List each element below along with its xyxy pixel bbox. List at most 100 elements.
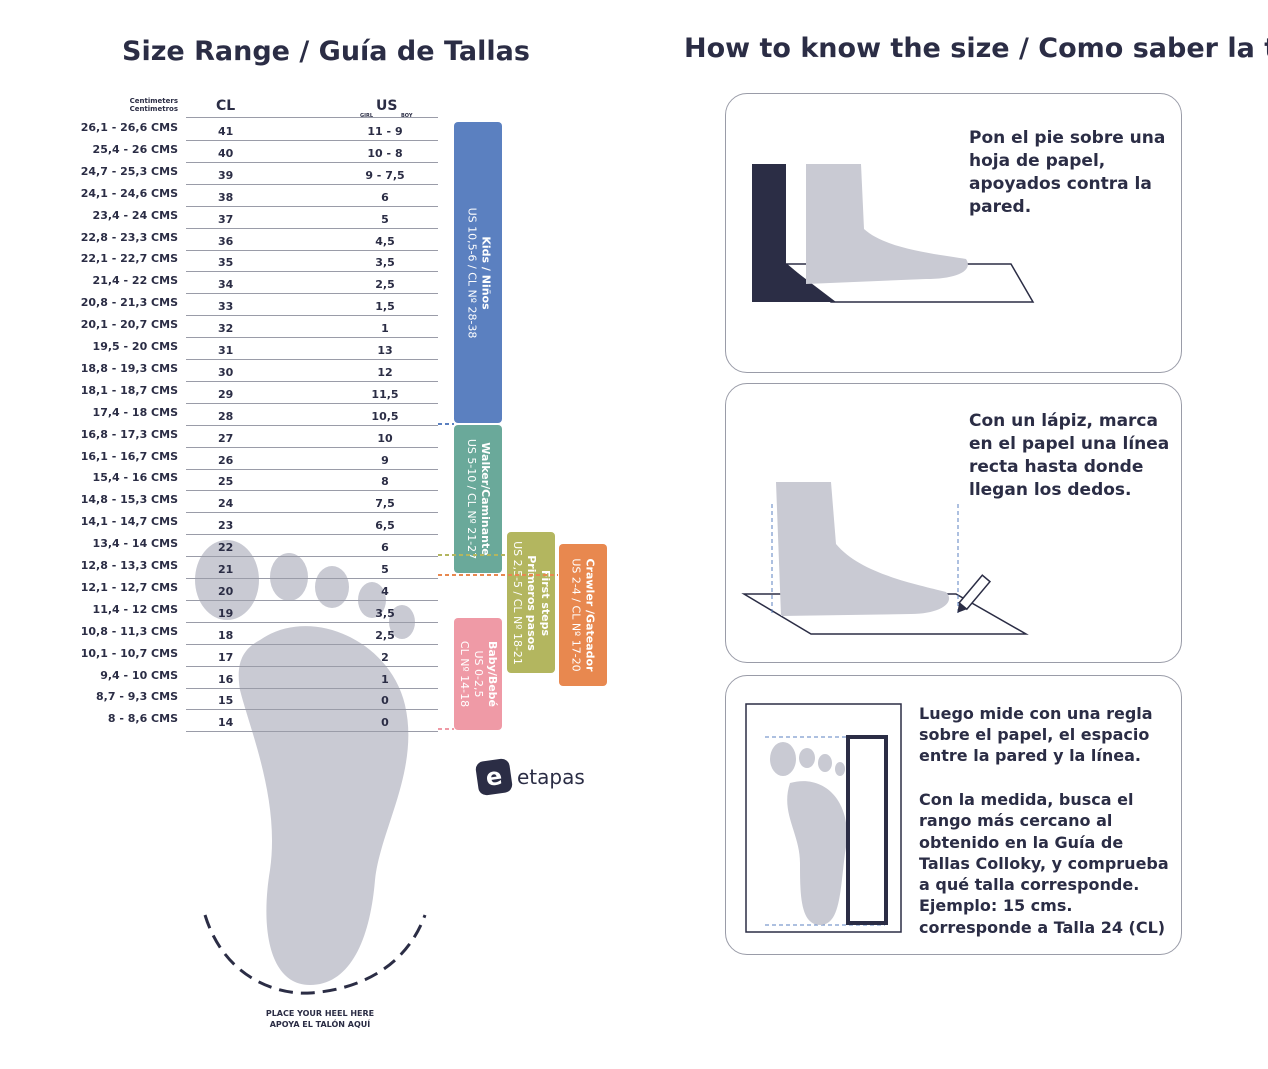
us-size: 7,5: [375, 497, 395, 511]
cm-range: 20,1 - 20,7 CMS: [80, 318, 178, 332]
heel-text-es: APOYA EL TALÓN AQUÍ: [269, 1020, 371, 1029]
row-divider: [186, 205, 438, 207]
row-divider: [186, 556, 438, 558]
cl-size: 33: [218, 300, 234, 314]
cl-size: 18: [218, 628, 234, 642]
us-size: 10: [377, 431, 393, 445]
us-size: 1: [381, 322, 389, 336]
table-row: 24,1 - 24,6 CMS 38 6: [0, 185, 440, 207]
cl-size: 36: [218, 234, 234, 248]
cl-size: 29: [218, 387, 234, 401]
us-size: 5: [381, 212, 389, 226]
stage-crawler: Crawler /Gateador US 2-4 / CL Nº 17-20: [559, 544, 607, 686]
stage-crawler-name: Crawler /Gateador: [584, 558, 597, 672]
table-row: 18,8 - 19,3 CMS 30 12: [0, 360, 440, 382]
row-divider: [186, 293, 438, 295]
us-size: 12: [377, 365, 393, 379]
cl-size: 31: [218, 344, 234, 357]
cm-range: 24,7 - 25,3 CMS: [80, 164, 178, 178]
table-row: 19,5 - 20 CMS 31 13: [0, 338, 440, 360]
row-divider: [186, 687, 438, 689]
table-row: 8,7 - 9,3 CMS 15 0: [0, 688, 440, 711]
stage-baby: Baby/Bebé US 0-2,5 CL Nº 14-18: [454, 618, 502, 730]
cl-size: 27: [218, 431, 234, 445]
cm-range: 13,4 - 14 CMS: [92, 537, 178, 551]
foot-against-wall-illustration: [752, 164, 1035, 303]
stage-connectors: [438, 423, 558, 730]
etapas-logo-text: etapas: [517, 765, 585, 789]
table-row: 18,1 - 18,7 CMS 29 11,5: [0, 382, 440, 404]
us-size: 4: [381, 584, 389, 598]
how-to-title: How to know the size / Como saber la tal…: [684, 33, 1268, 64]
row-divider: [186, 643, 438, 645]
cm-range: 19,5 - 20 CMS: [92, 340, 178, 353]
table-row: 24,7 - 25,3 CMS 39 9 - 7,5: [0, 163, 440, 185]
table-row: 16,8 - 17,3 CMS 27 10: [0, 426, 440, 448]
table-row: 16,1 - 16,7 CMS 26 9: [0, 448, 440, 470]
step-3-example-text: Con la medida, busca el rango más cercan…: [919, 790, 1169, 937]
cl-header: CL: [216, 98, 236, 114]
row-divider: [186, 534, 438, 536]
cl-size: 16: [218, 672, 234, 686]
row-divider: [186, 731, 438, 733]
table-row: 8 - 8,6 CMS 14 0: [0, 710, 440, 733]
row-divider: [186, 402, 438, 404]
ruler-measure-illustration: [745, 703, 902, 933]
etapas-logo: e etapas: [474, 757, 585, 797]
table-row: 9,4 - 10 CMS 16 1: [0, 667, 440, 689]
pencil-icon: [957, 574, 992, 613]
cl-size: 28: [218, 409, 234, 423]
cl-size: 39: [218, 168, 234, 182]
cm-range: 14,8 - 15,3 CMS: [80, 493, 178, 507]
us-size: 6: [381, 190, 389, 204]
cm-range: 14,1 - 14,7 CMS: [80, 515, 178, 529]
row-divider: [186, 512, 438, 514]
stage-kids-name: Kids / Niños: [479, 235, 492, 310]
step-card-2: Con un lápiz, marca en el papel una líne…: [725, 383, 1182, 663]
cm-range: 26,1 - 26,6 CMS: [80, 121, 178, 134]
table-row: 26,1 - 26,6 CMS 41 11 - 9: [0, 119, 440, 141]
row-divider: [186, 380, 438, 382]
row-divider: [186, 315, 438, 317]
cl-size: 14: [218, 716, 234, 730]
cl-size: 40: [218, 146, 234, 160]
row-divider: [186, 337, 438, 339]
row-divider: [186, 271, 438, 273]
step-card-3: Luego mide con una regla sobre el papel,…: [725, 675, 1182, 955]
us-size: 11 - 9: [367, 125, 403, 138]
step-card-1: Pon el pie sobre una hoja de papel, apoy…: [725, 93, 1182, 373]
ruler-icon: [846, 735, 888, 925]
foot-pencil-illustration: [741, 482, 1029, 635]
row-divider: [186, 578, 438, 579]
row-divider: [186, 227, 438, 229]
us-size: 6: [381, 541, 389, 555]
row-divider: [186, 709, 438, 711]
cl-size: 38: [218, 190, 234, 204]
us-size: 4,5: [375, 234, 395, 248]
table-row: 21,4 - 22 CMS 34 2,5: [0, 272, 440, 295]
table-row: 25,4 - 26 CMS 40 10 - 8: [0, 141, 440, 163]
table-row: 12,1 - 12,7 CMS 20 4: [0, 579, 440, 601]
stage-kids: Kids / Niños US 10,5-6 / CL Nº 28-38: [454, 122, 502, 423]
us-size: 8: [381, 475, 389, 489]
table-row: 10,8 - 11,3 CMS 18 2,5: [0, 623, 440, 645]
table-row: 11,4 - 12 CMS 19 3,5: [0, 601, 440, 623]
cl-size: 15: [218, 694, 234, 708]
row-divider: [186, 468, 438, 470]
table-row: 23,4 - 24 CMS 37 5: [0, 207, 440, 229]
cm-range: 10,1 - 10,7 CMS: [80, 646, 178, 660]
cm-range: 24,1 - 24,6 CMS: [80, 186, 178, 200]
cm-range: 16,1 - 16,7 CMS: [80, 449, 178, 463]
us-size: 3,5: [375, 606, 395, 620]
row-divider: [186, 183, 438, 185]
table-row: 20,1 - 20,7 CMS 32 1: [0, 316, 440, 339]
header-divider: [186, 117, 438, 118]
cl-size: 30: [218, 365, 234, 379]
cl-size: 20: [218, 584, 234, 598]
table-row: 14,1 - 14,7 CMS 23 6,5: [0, 513, 440, 536]
cl-size: 22: [218, 541, 234, 555]
row-divider: [186, 621, 438, 623]
table-row: 20,8 - 21,3 CMS 33 1,5: [0, 294, 440, 317]
us-header: US: [376, 98, 398, 114]
